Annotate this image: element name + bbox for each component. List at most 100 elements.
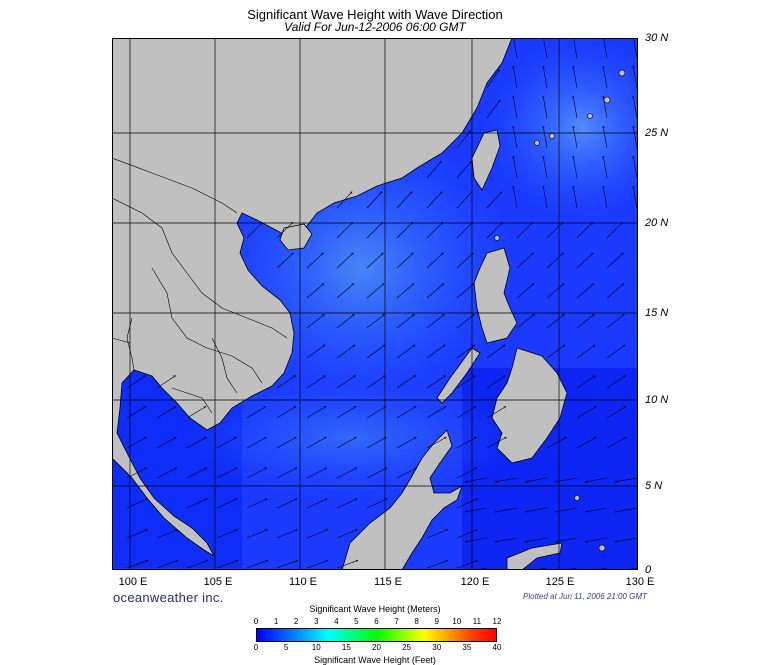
wave-direction-arrow <box>126 560 148 569</box>
wave-direction-arrow <box>456 314 474 329</box>
wave-direction-arrow <box>336 314 354 329</box>
wave-direction-arrow <box>336 222 353 239</box>
wave-direction-arrow <box>336 468 357 479</box>
wave-direction-arrow <box>366 499 387 509</box>
land-mindanao <box>491 347 568 464</box>
wave-direction-arrow <box>456 530 477 539</box>
wave-direction-arrow <box>336 499 357 509</box>
wave-direction-arrow <box>555 477 578 482</box>
wave-direction-arrow <box>156 530 177 539</box>
chart-subtitle: Valid For Jun-12-2006 06:00 GMT <box>284 20 466 34</box>
colorbar-meter-tick: 7 <box>394 617 399 626</box>
wave-direction-arrow <box>216 560 238 569</box>
wave-direction-arrow <box>366 468 387 479</box>
wave-direction-arrow <box>585 537 608 542</box>
wave-direction-arrow <box>156 407 176 419</box>
wave-direction-arrow <box>516 284 534 299</box>
wave-direction-arrow <box>216 468 237 479</box>
wave-direction-arrow <box>576 407 596 419</box>
wave-direction-arrow <box>246 222 263 239</box>
wave-direction-arrow <box>606 345 625 359</box>
wave-direction-arrow <box>606 407 626 419</box>
wave-direction-arrow <box>246 499 267 509</box>
land-borneo <box>341 429 463 570</box>
wave-direction-arrow <box>396 437 416 449</box>
colorbar-title-meters: Significant Wave Height (Meters) <box>309 604 441 614</box>
wave-direction-arrow <box>306 284 324 299</box>
island-ryukyu-1 <box>618 69 626 77</box>
wave-direction-arrow <box>513 186 518 209</box>
wave-direction-arrow <box>276 253 293 269</box>
wave-direction-arrow <box>336 530 357 539</box>
wave-direction-arrow <box>366 222 383 239</box>
colorbar-feet-tick: 30 <box>432 643 442 652</box>
wave-direction-arrow <box>495 477 518 482</box>
wave-direction-arrow <box>246 437 266 449</box>
wave-direction-arrow <box>246 407 266 419</box>
island-east-2 <box>598 544 606 552</box>
wave-direction-arrow <box>366 407 386 419</box>
wave-direction-arrow <box>396 192 412 209</box>
wave-direction-arrow <box>456 192 472 209</box>
colorbar-feet-tick: 10 <box>311 643 321 652</box>
wave-direction-arrow <box>543 156 548 179</box>
wave-direction-arrow <box>573 126 578 149</box>
wave-direction-arrow <box>126 376 145 389</box>
wave-direction-arrow <box>486 222 503 239</box>
land-mainland <box>112 38 513 558</box>
island-ryukyu-3 <box>587 113 593 119</box>
colorbar-meter-tick: 5 <box>354 617 359 626</box>
wave-direction-arrow <box>426 314 444 329</box>
colorbar-meter-tick: 1 <box>273 617 279 626</box>
wave-direction-arrow <box>516 222 533 239</box>
colorbar-meter-tick: 4 <box>334 617 339 626</box>
wave-direction-arrow <box>186 499 207 509</box>
colorbar <box>256 628 497 642</box>
colorbar-meter-tick: 3 <box>314 617 319 626</box>
wave-direction-arrow <box>186 407 206 419</box>
wave-direction-arrow <box>396 314 414 329</box>
lat-label-10n: 10 N <box>645 394 669 406</box>
wave-direction-arrow <box>633 156 638 179</box>
wave-direction-arrow <box>306 437 326 449</box>
colorbar-meter-tick: 10 <box>452 617 462 626</box>
wave-direction-arrow <box>543 66 548 89</box>
wave-direction-arrow <box>396 376 415 389</box>
wave-direction-arrow <box>336 407 356 419</box>
wave-direction-arrow <box>396 253 413 269</box>
island-east-1 <box>574 495 580 501</box>
wave-direction-arrow <box>186 437 206 449</box>
wave-direction-arrow <box>396 284 414 299</box>
wave-direction-arrow <box>456 560 478 569</box>
wave-direction-arrow <box>573 156 578 179</box>
wave-direction-arrow <box>606 222 623 239</box>
wave-direction-arrow <box>366 314 384 329</box>
wave-direction-arrow <box>465 507 488 512</box>
wave-direction-arrow <box>465 537 488 542</box>
wave-direction-arrows <box>126 38 638 570</box>
wave-direction-arrow <box>546 345 565 359</box>
wave-direction-arrow <box>513 156 518 179</box>
wave-direction-arrow <box>495 537 518 542</box>
wave-direction-arrow <box>456 222 473 239</box>
wave-direction-arrow <box>366 437 386 449</box>
wave-direction-arrow <box>426 560 448 569</box>
wave-direction-arrow <box>456 284 474 299</box>
brand-logo-text: oceanweather inc. <box>113 590 224 605</box>
wave-direction-arrow <box>603 126 608 149</box>
wave-direction-arrow <box>426 222 443 239</box>
colorbar-feet-tick: 20 <box>372 643 381 652</box>
island-batanes <box>494 235 500 241</box>
wave-direction-arrow <box>366 376 385 389</box>
wave-direction-arrow <box>603 96 608 119</box>
wave-direction-arrow <box>573 96 578 119</box>
wave-direction-arrow <box>306 314 324 329</box>
wave-direction-arrow <box>306 345 325 359</box>
wave-direction-arrow <box>633 126 638 149</box>
wave-direction-arrow <box>426 192 442 209</box>
wave-direction-arrow <box>576 222 593 239</box>
wave-direction-arrow <box>546 284 564 299</box>
wave-direction-arrow <box>126 407 146 419</box>
wave-direction-arrow <box>456 161 471 179</box>
wave-direction-arrow <box>546 253 563 269</box>
